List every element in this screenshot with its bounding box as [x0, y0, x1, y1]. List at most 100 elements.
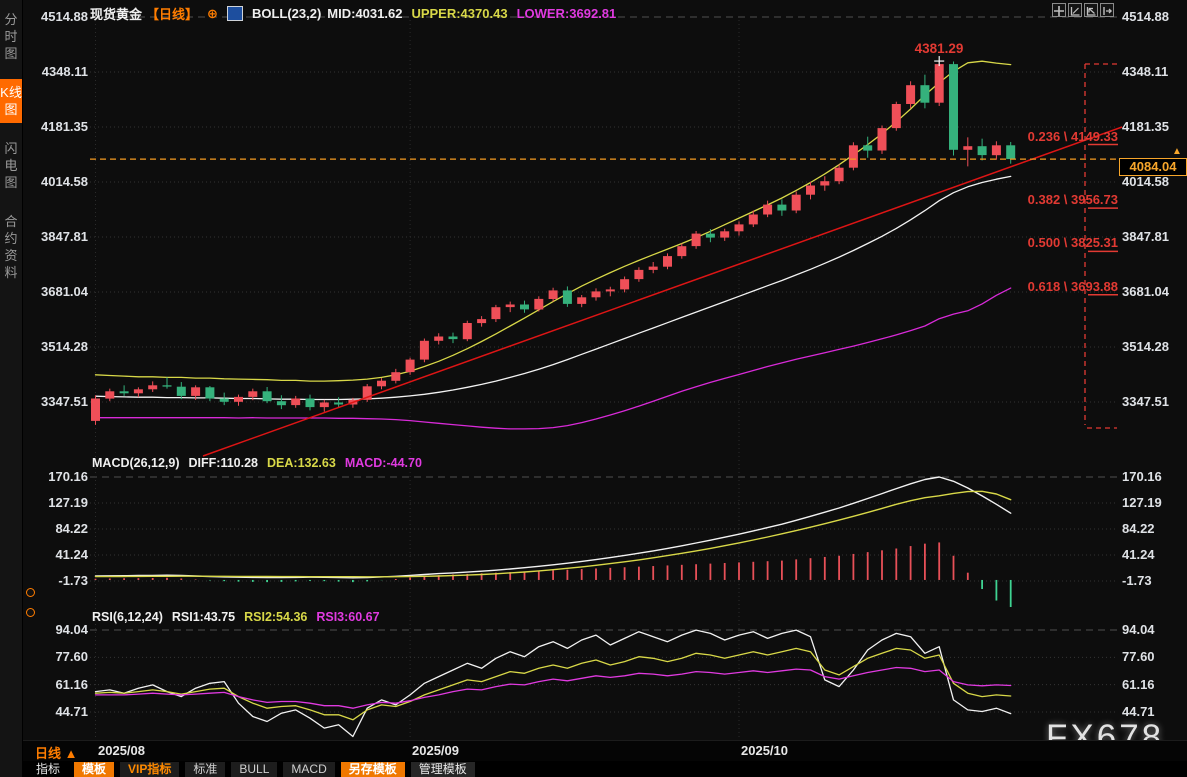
crosshair-move-icon[interactable]: [1052, 3, 1066, 17]
fib-level-label[interactable]: 0.500 \ 3825.31: [1027, 235, 1118, 250]
candle-body-up: [462, 323, 472, 340]
candle-body-down: [305, 398, 315, 408]
candle-body-down: [448, 336, 458, 340]
macd-value: MACD:-44.70: [344, 456, 422, 470]
trendline: [202, 126, 1123, 457]
period-selector[interactable]: 日线 ▲: [35, 746, 78, 761]
candle-body-up: [434, 336, 444, 341]
boll-lower-value: LOWER:3692.81: [516, 6, 617, 21]
standard-button[interactable]: 标准: [185, 761, 226, 777]
boll-upper-line: [94, 60, 1012, 382]
candle-body-down: [334, 402, 344, 405]
candle-body-up: [877, 128, 887, 151]
candle-body-up: [377, 380, 386, 387]
price-axis-label: 127.19: [1122, 494, 1162, 510]
chart-toolbar-icons: [1052, 3, 1114, 17]
rsi-indicator-bar: RSI(6,12,24) RSI1:43.75 RSI2:54.36 RSI3:…: [92, 610, 380, 624]
candle-body-down: [977, 146, 987, 156]
last-price-tag: 4084.04: [1119, 158, 1187, 176]
candle-body-down: [777, 204, 787, 211]
macd-button[interactable]: MACD: [283, 761, 335, 777]
candle-body-up: [505, 304, 515, 308]
candle-body-up: [663, 256, 672, 267]
chart-title-bar: 现货黄金 【日线】 ⊕ BOLL(23,2) MID:4031.62 UPPER…: [90, 4, 616, 23]
price-axis-label: 84.22: [1122, 520, 1155, 536]
price-axis-label: 3514.28: [1122, 338, 1169, 354]
fib-level-label[interactable]: 0.618 \ 3693.88: [1027, 279, 1118, 294]
candle-body-up: [891, 104, 901, 129]
candle-body-up: [477, 319, 487, 324]
candle-body-down: [1006, 145, 1016, 160]
link-toggle-icon[interactable]: ⊕: [207, 5, 218, 21]
candle-body-down: [520, 304, 529, 310]
rsi2-value: RSI2:54.36: [244, 610, 308, 624]
macd-indicator-bar: MACD(26,12,9) DIFF:110.28 DEA:132.63 MAC…: [92, 456, 422, 470]
price-axis-label: 44.71: [55, 704, 88, 719]
candle-body-up: [834, 167, 844, 182]
candle-body-down: [562, 290, 572, 304]
sidebar-tab-kline-chart[interactable]: K线图: [0, 79, 22, 123]
panel-handle-dot[interactable]: [26, 608, 35, 617]
price-axis-label: 3681.04: [41, 284, 88, 299]
price-axis-label: 4181.35: [41, 118, 88, 134]
price-axis-label: 3847.81: [1122, 229, 1169, 244]
candle-body-up: [791, 194, 801, 211]
template-button[interactable]: 模板: [74, 761, 115, 777]
candle-body-down: [920, 85, 930, 103]
price-axis-label: 77.60: [55, 649, 88, 665]
candle-body-up: [548, 290, 558, 299]
price-axis-label: 3347.51: [1122, 394, 1169, 409]
bottom-toolbar: 指标 模板 VIP指标 标准 BULL MACD 另存模板 管理模板: [22, 761, 1187, 777]
indicator-button[interactable]: 指标: [36, 761, 61, 776]
candle-body-down: [119, 391, 129, 394]
price-axis-label: 127.19: [48, 494, 88, 510]
axis-zoom-left-icon[interactable]: [1068, 3, 1082, 17]
fib-level-label[interactable]: 0.382 \ 3956.73: [1027, 192, 1118, 207]
peak-price-label: 4381.29: [914, 41, 964, 56]
candle-body-up: [748, 214, 758, 225]
exit-panel-icon[interactable]: [1100, 3, 1114, 17]
price-axis-label: 3681.04: [1122, 284, 1169, 299]
price-axis-label: 3514.28: [41, 338, 88, 354]
candle-body-up: [734, 224, 744, 232]
macd-diff-value: DIFF:110.28: [188, 456, 259, 470]
price-axis-label: 41.24: [1122, 547, 1155, 562]
candle-body-down: [176, 386, 186, 396]
rsi1-value: RSI1:43.75: [171, 610, 236, 624]
candle-body-up: [763, 204, 773, 215]
price-axis-label: 61.16: [55, 676, 88, 692]
vip-indicator-button[interactable]: VIP指标: [120, 761, 180, 777]
candle-body-up: [848, 145, 858, 168]
candle-body-down: [863, 145, 873, 151]
boll-upper-value: UPPER:4370.43: [411, 6, 508, 21]
price-axis-label: 3347.51: [41, 394, 88, 409]
candle-body-down: [276, 401, 286, 406]
price-axis-label: 4181.35: [1122, 118, 1169, 134]
candle-body-up: [391, 372, 401, 381]
manage-template-button[interactable]: 管理模板: [410, 761, 475, 777]
rsi3-value: RSI3:60.67: [316, 610, 380, 624]
sidebar-tab-contract-info[interactable]: 合约资料: [4, 214, 18, 280]
candle-body-down: [205, 387, 215, 399]
candle-body-down: [949, 64, 958, 150]
price-marker-arrow-icon: ▲: [1172, 146, 1182, 157]
price-axis-label: 4514.88: [1122, 9, 1169, 24]
candle-body-up: [620, 279, 630, 290]
candle-body-up: [405, 359, 415, 373]
macd-dea-line: [94, 490, 1012, 578]
bull-button[interactable]: BULL: [231, 761, 278, 777]
fib-level-label[interactable]: 0.236 \ 4149.33: [1027, 129, 1118, 144]
candle-body-up: [491, 307, 501, 320]
candle-body-up: [820, 181, 830, 186]
sidebar-tab-lightning-chart[interactable]: 闪电图: [4, 141, 18, 190]
candle-body-up: [677, 246, 687, 257]
sidebar-tab-time-share-chart[interactable]: 分时图: [4, 12, 18, 61]
price-axis-label: 4514.88: [41, 9, 88, 24]
price-axis-label: -1.73: [1122, 573, 1152, 588]
save-template-button[interactable]: 另存模板: [340, 761, 405, 777]
candle-body-up: [319, 402, 329, 408]
axis-zoom-right-icon[interactable]: [1084, 3, 1098, 17]
macd-diff-line: [94, 476, 1012, 579]
panel-handle-dot[interactable]: [26, 588, 35, 597]
